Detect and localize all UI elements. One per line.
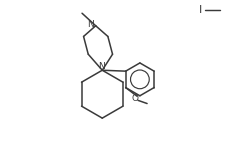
Text: N: N <box>87 20 94 29</box>
Text: N: N <box>98 62 105 71</box>
Text: O: O <box>132 94 139 103</box>
Text: I: I <box>199 5 202 15</box>
